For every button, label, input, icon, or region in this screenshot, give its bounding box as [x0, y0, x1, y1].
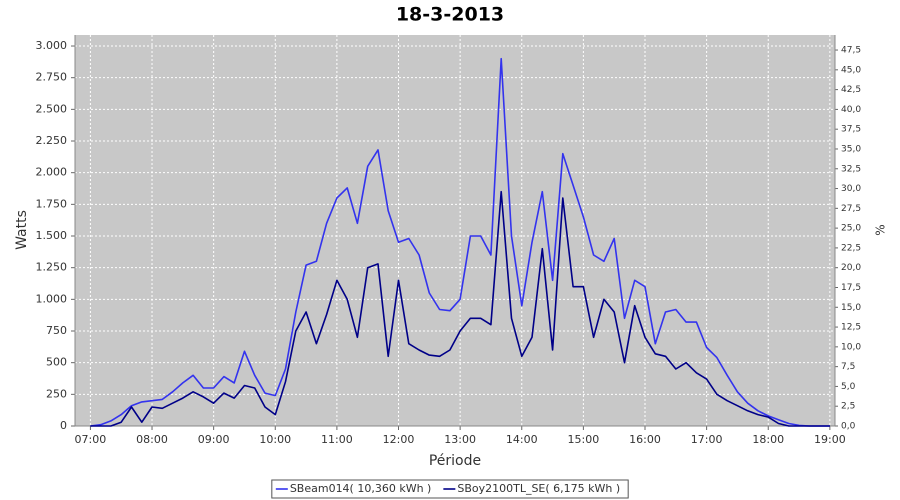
legend: SBeam014( 10,360 kWh ) SBoy2100TL_SE( 6,1… — [271, 479, 629, 499]
y2-tick-label: 32,5 — [841, 164, 861, 174]
y-tick-label: 0 — [60, 419, 67, 432]
y-tick-label: 1.500 — [36, 229, 68, 242]
x-tick-label: 09:00 — [198, 433, 230, 446]
y2-tick-label: 12,5 — [841, 323, 861, 333]
y-tick-label: 1.750 — [36, 197, 68, 210]
legend-label: SBoy2100TL_SE( 6,175 kWh ) — [457, 482, 620, 495]
y2-tick-label: 27,5 — [841, 204, 861, 214]
y2-tick-label: 0,0 — [841, 422, 856, 432]
x-tick-label: 13:00 — [444, 433, 476, 446]
y2-tick-label: 10,0 — [841, 342, 861, 352]
x-tick-label: 11:00 — [321, 433, 353, 446]
y2-tick-label: 17,5 — [841, 283, 861, 293]
y-tick-label: 2.500 — [36, 102, 68, 115]
x-tick-label: 15:00 — [568, 433, 600, 446]
y2-tick-label: 42,5 — [841, 85, 861, 95]
x-tick-label: 14:00 — [506, 433, 538, 446]
y-tick-label: 500 — [46, 356, 67, 369]
x-axis-label: Période — [429, 453, 481, 469]
y2-axis-label: % — [874, 224, 888, 235]
y-tick-label: 2.250 — [36, 134, 68, 147]
y2-tick-label: 30,0 — [841, 184, 861, 194]
y-tick-label: 1.000 — [36, 292, 68, 305]
x-tick-label: 12:00 — [383, 433, 415, 446]
legend-label: SBeam014( 10,360 kWh ) — [290, 482, 432, 495]
x-tick-label: 07:00 — [75, 433, 107, 446]
y-tick-label: 750 — [46, 324, 67, 337]
y2-tick-label: 35,0 — [841, 144, 861, 154]
y2-tick-label: 25,0 — [841, 224, 861, 234]
y2-tick-label: 45,0 — [841, 65, 861, 75]
y-tick-label: 1.250 — [36, 261, 68, 274]
y-tick-label: 250 — [46, 387, 67, 400]
y2-tick-label: 5,0 — [841, 382, 856, 392]
plot-area — [75, 35, 835, 426]
y-tick-label: 2.000 — [36, 166, 68, 179]
x-tick-label: 19:00 — [814, 433, 846, 446]
y-tick-label: 3.000 — [36, 39, 68, 52]
y2-tick-label: 20,0 — [841, 263, 861, 273]
x-tick-label: 10:00 — [259, 433, 291, 446]
y2-tick-label: 40,0 — [841, 105, 861, 115]
y2-tick-label: 37,5 — [841, 125, 861, 135]
x-tick-label: 16:00 — [629, 433, 661, 446]
y-axis-label: Watts — [14, 210, 30, 250]
y2-tick-label: 7,5 — [841, 362, 855, 372]
x-tick-label: 17:00 — [691, 433, 723, 446]
y2-tick-label: 15,0 — [841, 303, 861, 313]
series-line — [90, 57, 830, 427]
x-tick-label: 18:00 — [752, 433, 784, 446]
y2-tick-label: 2,5 — [841, 402, 855, 412]
y2-tick-label: 22,5 — [841, 243, 861, 253]
chart-title: 18-3-2013 — [396, 4, 504, 26]
y-tick-label: 2.750 — [36, 71, 68, 84]
y2-tick-label: 47,5 — [841, 46, 861, 56]
x-tick-label: 08:00 — [136, 433, 168, 446]
series-line — [90, 190, 830, 427]
